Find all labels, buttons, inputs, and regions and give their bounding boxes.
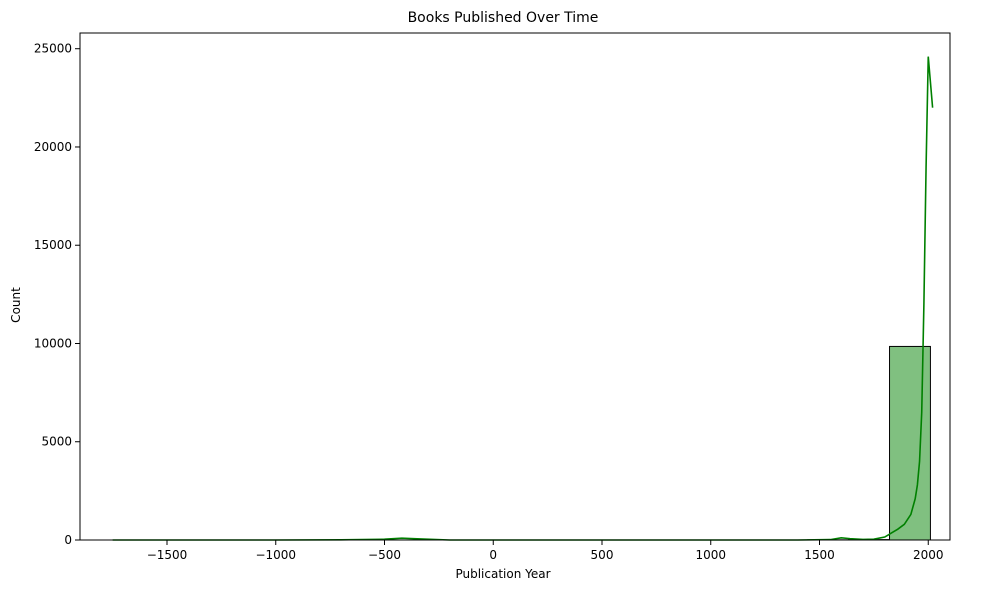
x-tick-label-7: 2000 [913, 548, 944, 562]
y-tick-label-4: 20000 [34, 140, 72, 154]
kde-series-line [112, 56, 934, 541]
histogram-bars [807, 345, 931, 541]
y-axis-ticks: 0 5000 10000 15000 20000 25000 [34, 42, 80, 547]
plot-area-frame [79, 32, 951, 541]
histogram-bar-19 [889, 345, 931, 541]
chart-title: Books Published Over Time [408, 10, 599, 26]
x-axis-ticks: −1500 −1000 −500 0 500 1000 1500 2000 [147, 540, 944, 562]
y-tick-label-5: 25000 [34, 42, 72, 56]
x-tick-label-6: 1500 [804, 548, 835, 562]
x-tick-label-1: −1000 [255, 548, 296, 562]
x-tick-label-3: 0 [489, 548, 497, 562]
x-tick-label-2: −500 [368, 548, 401, 562]
y-axis-label: Count [9, 287, 23, 323]
y-tick-label-1: 5000 [41, 435, 72, 449]
x-tick-label-4: 500 [591, 548, 614, 562]
y-tick-label-2: 10000 [34, 336, 72, 350]
x-tick-label-5: 1000 [695, 548, 726, 562]
x-axis-label: Publication Year [455, 567, 550, 581]
x-tick-label-0: −1500 [147, 548, 188, 562]
y-tick-label-3: 15000 [34, 238, 72, 252]
y-tick-label-0: 0 [64, 533, 72, 547]
